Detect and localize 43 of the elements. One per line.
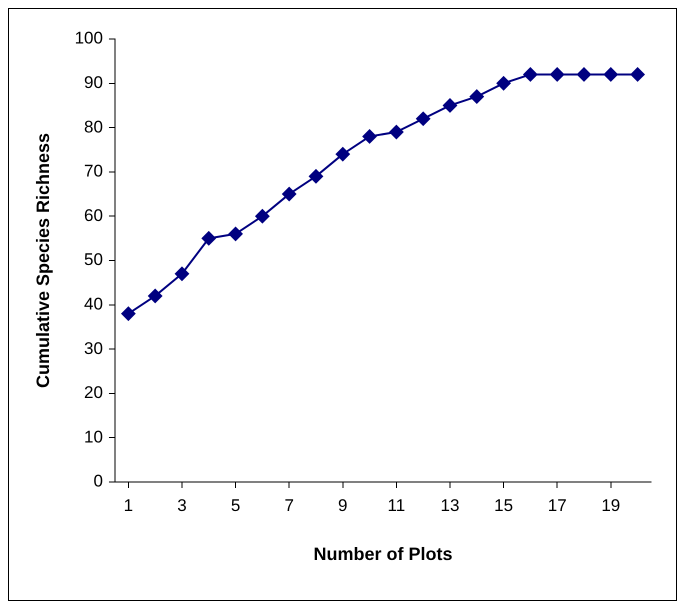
point [523,67,538,82]
point [308,169,323,184]
point [550,67,564,82]
point [121,306,136,321]
point [174,266,189,281]
point [496,76,511,90]
y-axis-title: Cumulative Species Richness [32,132,53,388]
point [282,187,296,202]
point [604,67,618,82]
point [576,67,591,82]
point [442,98,457,112]
x-tick-label: 11 [388,496,406,515]
point [389,125,404,140]
x-tick-label: 13 [440,496,460,515]
y-tick-label: 100 [74,28,103,48]
y-tick-label: 10 [84,427,103,446]
y-tick-label: 80 [84,117,103,136]
x-tick-label: 1 [124,496,134,515]
point [630,67,645,82]
y-tick-label: 20 [84,383,103,402]
x-tick-label: 17 [548,496,567,515]
point [228,226,243,241]
x-tick-label: 19 [601,496,620,515]
y-tick-label: 40 [84,294,103,314]
point [148,288,162,303]
point [362,129,377,144]
point [416,112,430,126]
point [336,147,350,162]
x-tick-label: 3 [177,496,187,515]
y-tick-label: 90 [84,72,103,92]
x-tick-label: 5 [230,496,240,515]
x-tick-label: 9 [338,496,348,515]
x-tick-label: 7 [284,496,294,515]
y-tick-label: 0 [93,472,103,491]
y-tick-label: 60 [84,206,103,225]
point [255,209,270,224]
x-axis-title: Number of Plots [313,544,452,564]
y-tick-label: 70 [84,162,103,181]
y-tick-label: 50 [84,250,103,270]
x-tick-label: 15 [494,496,514,515]
point [470,90,484,104]
y-tick-label: 30 [84,338,103,358]
point [202,231,216,246]
